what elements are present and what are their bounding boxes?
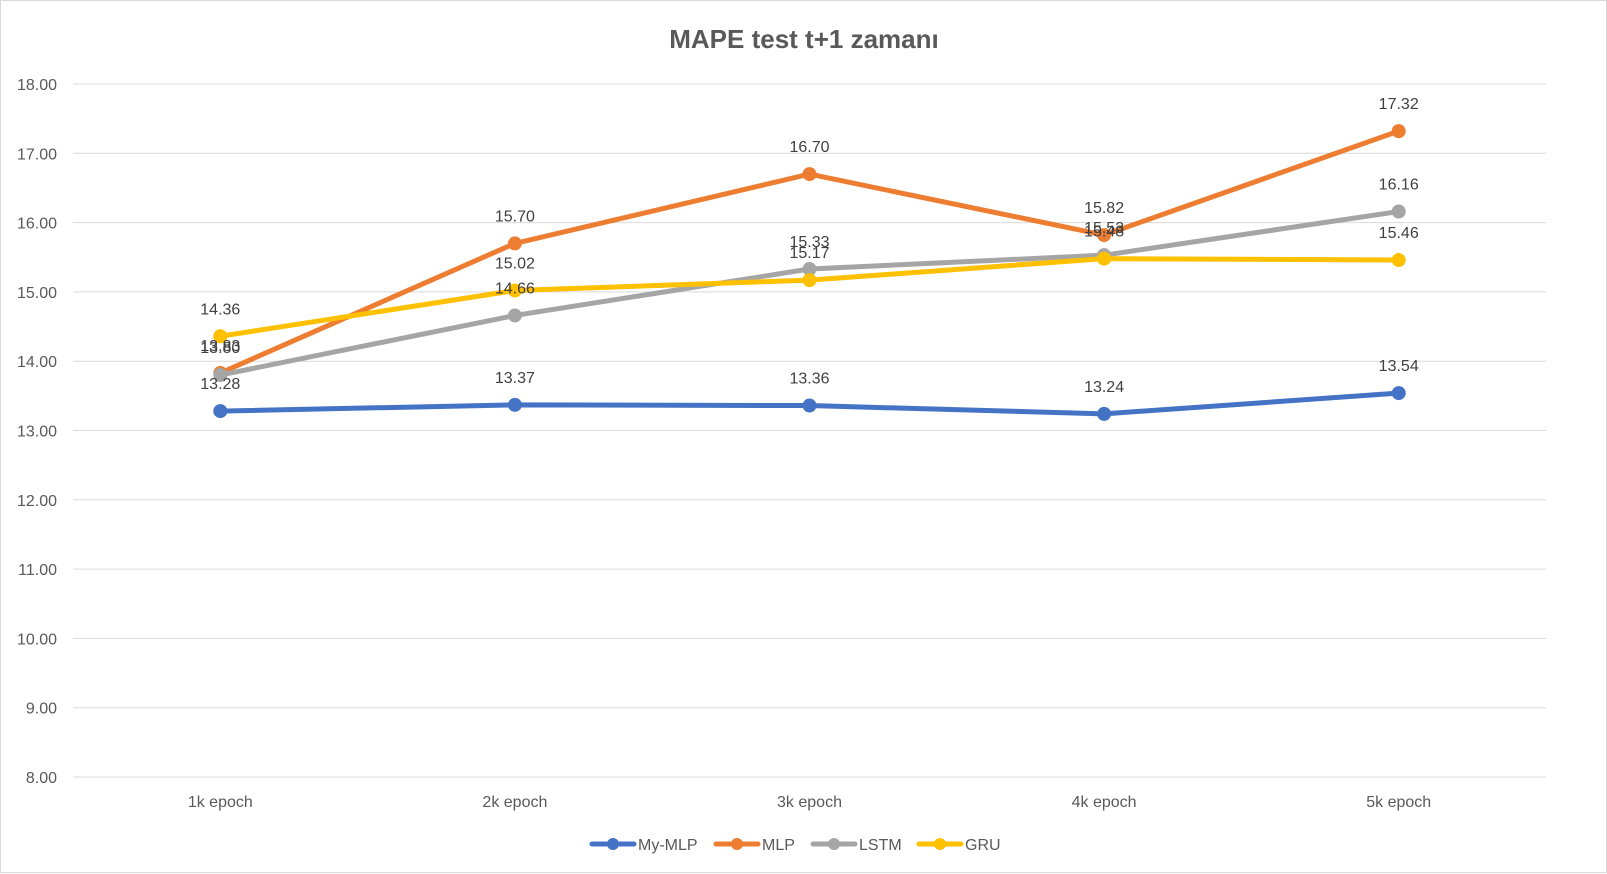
legend: My-MLP MLP LSTM GRU xyxy=(589,837,1001,854)
chart-title: MAPE test t+1 zamanı xyxy=(669,24,938,54)
data-point xyxy=(1391,253,1406,268)
data-point xyxy=(802,262,817,277)
data-point xyxy=(213,329,228,344)
y-tick-label: 11.00 xyxy=(18,562,57,579)
data-label: 15.48 xyxy=(1084,224,1124,241)
legend-item-gru: GRU xyxy=(916,837,1001,854)
gridlines xyxy=(73,83,1546,778)
legend-label: LSTM xyxy=(859,837,902,854)
y-axis-ticks: 8.00 9.00 10.00 11.00 12.00 13.00 14.00 15.00 16… xyxy=(17,77,57,787)
data-label: 13.24 xyxy=(1084,379,1124,396)
data-point xyxy=(1097,251,1112,266)
data-point xyxy=(507,308,522,323)
x-tick-label: 5k epoch xyxy=(1366,794,1431,811)
data-point xyxy=(1391,124,1406,139)
data-label: 13.37 xyxy=(495,370,535,387)
legend-label: GRU xyxy=(965,837,1001,854)
data-point xyxy=(1097,406,1112,421)
data-label: 15.53 xyxy=(1084,220,1124,237)
y-tick-label: 13.00 xyxy=(17,424,57,441)
data-label: 15.02 xyxy=(495,256,535,273)
data-point xyxy=(802,398,817,413)
data-labels: 13.28 13.37 13.36 13.24 13.54 13.83 15.70 16.70… xyxy=(200,96,1419,396)
data-label: 15.82 xyxy=(1084,200,1124,217)
legend-marker xyxy=(934,838,946,850)
data-point xyxy=(802,167,817,182)
data-label: 13.80 xyxy=(200,340,240,357)
x-tick-label: 4k epoch xyxy=(1072,794,1137,811)
data-label: 13.36 xyxy=(789,371,829,388)
data-point xyxy=(507,283,522,298)
data-label: 16.16 xyxy=(1379,177,1419,194)
series-my-mlp xyxy=(213,386,1406,421)
y-tick-label: 15.00 xyxy=(17,285,57,302)
data-label: 16.70 xyxy=(789,139,829,156)
data-label: 15.17 xyxy=(789,245,829,262)
y-tick-label: 8.00 xyxy=(26,770,57,787)
data-label: 17.32 xyxy=(1379,96,1419,113)
data-label: 14.36 xyxy=(200,301,240,318)
y-tick-label: 9.00 xyxy=(26,701,57,718)
data-point xyxy=(507,236,522,251)
data-point xyxy=(1391,204,1406,219)
data-label: 15.70 xyxy=(495,208,535,225)
x-tick-label: 3k epoch xyxy=(777,794,842,811)
data-point xyxy=(213,404,228,419)
x-axis-ticks: 1k epoch 2k epoch 3k epoch 4k epoch 5k epoch xyxy=(188,794,1431,811)
data-label: 14.66 xyxy=(495,280,535,297)
legend-marker xyxy=(731,838,743,850)
y-tick-label: 10.00 xyxy=(17,631,57,648)
legend-marker xyxy=(828,838,840,850)
data-point xyxy=(507,397,522,412)
data-label: 13.28 xyxy=(200,376,240,393)
y-tick-label: 14.00 xyxy=(17,354,57,371)
y-tick-label: 18.00 xyxy=(17,77,57,94)
x-tick-label: 2k epoch xyxy=(482,794,547,811)
y-tick-label: 17.00 xyxy=(17,146,57,163)
series-lines xyxy=(213,124,1406,421)
x-tick-label: 1k epoch xyxy=(188,794,253,811)
data-label: 15.46 xyxy=(1379,225,1419,242)
data-label: 15.33 xyxy=(789,234,829,251)
series-lstm xyxy=(213,204,1406,383)
legend-marker xyxy=(607,838,619,850)
legend-item-mlp: MLP xyxy=(713,837,795,854)
y-tick-label: 16.00 xyxy=(17,216,57,233)
data-label: 13.54 xyxy=(1379,358,1419,375)
legend-item-my-mlp: My-MLP xyxy=(589,837,698,854)
data-point xyxy=(213,368,228,383)
data-point xyxy=(1391,386,1406,401)
series-gru xyxy=(213,251,1406,344)
data-point xyxy=(1097,228,1112,243)
legend-item-lstm: LSTM xyxy=(810,837,902,854)
legend-label: MLP xyxy=(762,837,795,854)
y-tick-label: 12.00 xyxy=(17,493,57,510)
data-point xyxy=(802,273,817,288)
legend-label: My-MLP xyxy=(638,837,698,854)
data-label: 13.83 xyxy=(200,338,240,355)
